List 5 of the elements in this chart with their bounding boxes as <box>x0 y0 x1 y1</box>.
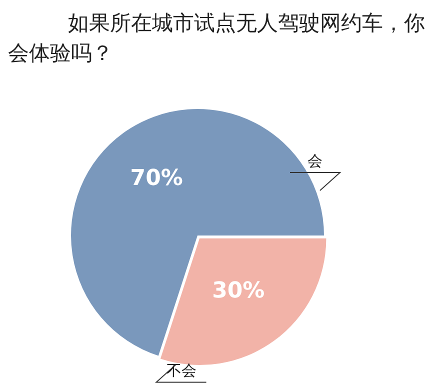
data-label: 30% <box>212 278 265 304</box>
data-label: 70% <box>130 166 183 191</box>
slice-label: 不会 <box>166 362 196 380</box>
slice-label: 会 <box>308 152 323 170</box>
chart-title: 如果所在城市试点无人驾驶网约车，你会体验吗？ <box>8 10 426 67</box>
